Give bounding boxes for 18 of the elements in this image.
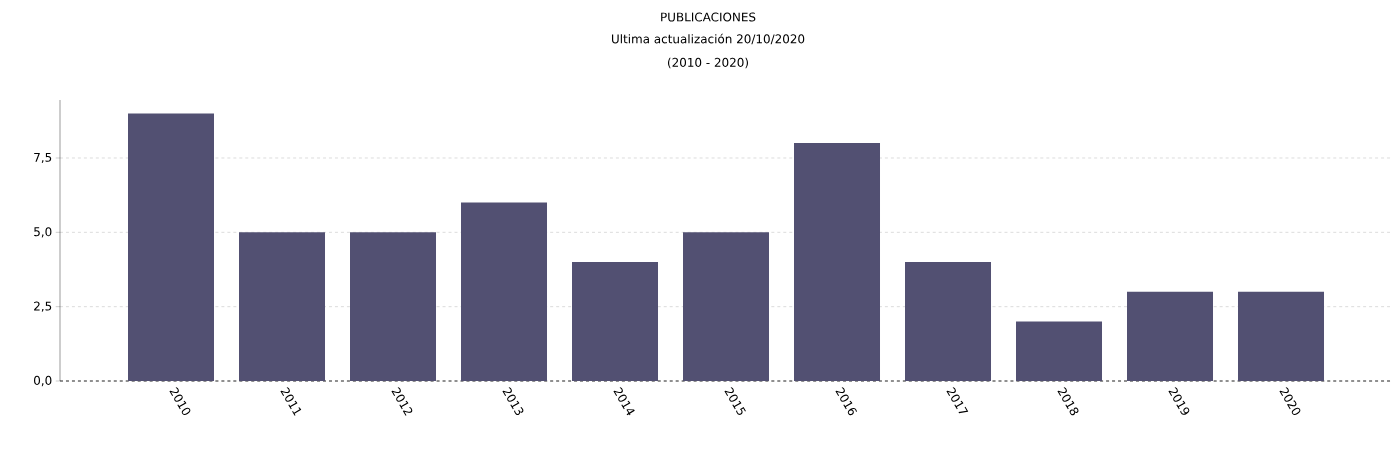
y-tick-label: 0,0 (34, 375, 52, 387)
text: (2010 - 2020) (667, 57, 748, 69)
bar (461, 202, 547, 381)
bar (239, 232, 325, 381)
bar (794, 143, 880, 381)
bar (128, 113, 214, 381)
y-tick-label: 2,5 (34, 301, 52, 312)
chart-title: PUBLICACIONES (661, 12, 756, 22)
bar (350, 232, 436, 381)
chart-subtitle: Ultima actualización 20/10/2020 (612, 33, 805, 45)
bar (572, 262, 658, 381)
y-tick-label: 7,5 (34, 152, 52, 164)
bar (1016, 321, 1102, 381)
bar (1238, 291, 1324, 381)
bar (905, 262, 991, 381)
bar (683, 232, 769, 381)
bar (1127, 291, 1213, 381)
y-tick-label: 5,0 (34, 227, 52, 238)
